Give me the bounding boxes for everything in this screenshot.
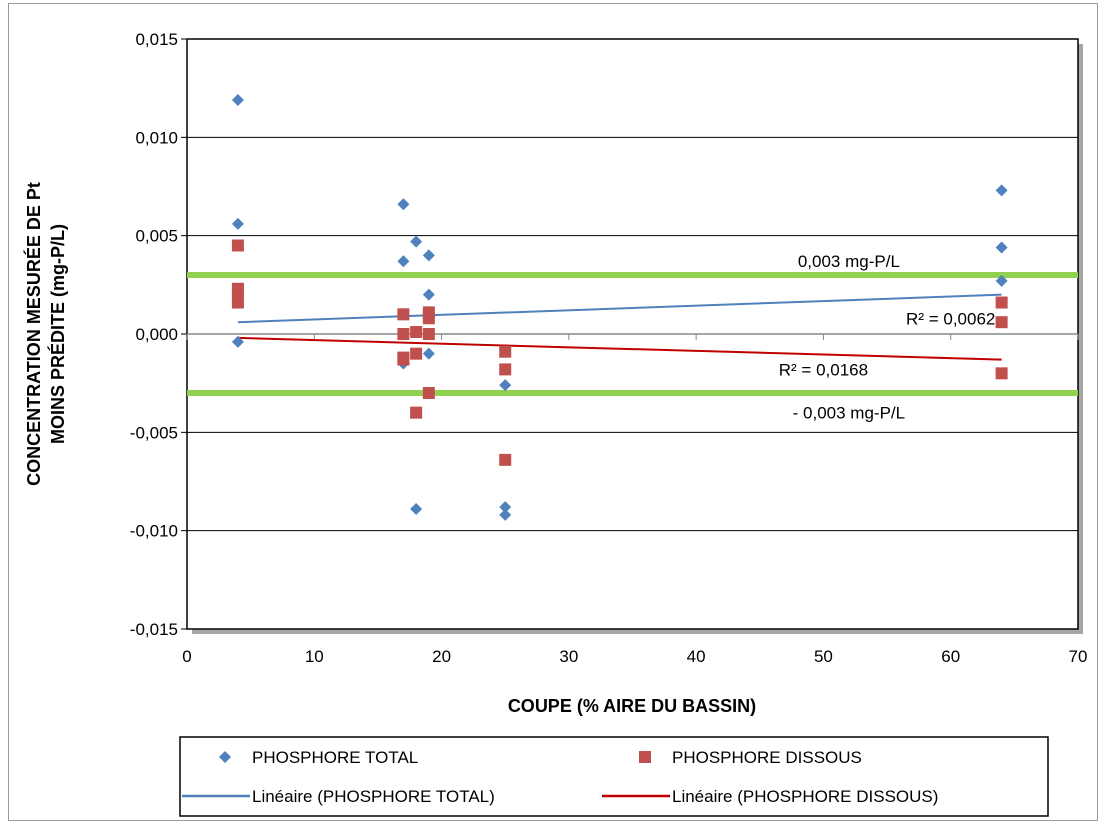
total-phosphorus-point <box>995 184 1008 197</box>
dissolved-phosphorus-point <box>499 453 512 466</box>
total-phosphorus-point <box>422 249 435 262</box>
legend-marker-key <box>219 751 231 763</box>
dissolved-phosphorus-point <box>995 296 1008 309</box>
total-phosphorus-point <box>231 217 244 230</box>
chart-frame <box>8 3 1098 821</box>
dissolved-phosphorus-point <box>231 239 244 252</box>
annotations: 0,003 mg-P/L - 0,003 mg-P/L R² = 0,0062 R² … <box>779 252 996 422</box>
reference-line-label: - 0,003 mg-P/L <box>793 404 905 423</box>
y-tick-label: -0,015 <box>130 620 178 639</box>
dissolved-phosphorus-point <box>422 312 435 325</box>
dissolved-phosphorus-point <box>397 328 410 340</box>
legend-label: PHOSPHORE DISSOUS <box>672 748 862 767</box>
legend-label: Linéaire (PHOSPHORE DISSOUS) <box>672 787 938 806</box>
y-tick-label: -0,010 <box>130 522 178 541</box>
total-phosphorus-point <box>499 501 512 514</box>
total-phosphorus-point <box>995 241 1008 254</box>
total-phosphorus-point <box>995 274 1008 287</box>
x-tick-label: 60 <box>941 647 960 666</box>
trendline <box>237 293 1002 324</box>
dissolved-phosphorus-point <box>422 328 435 340</box>
dissolved-phosphorus-point <box>422 387 435 399</box>
dissolved-phosphorus-point <box>995 316 1008 329</box>
reference-line-label: 0,003 mg-P/L <box>798 252 900 271</box>
dissolved-phosphorus-point <box>410 347 423 360</box>
dissolved-phosphorus-point <box>231 296 244 309</box>
data-points <box>231 93 1008 521</box>
x-tick-label: 70 <box>1069 647 1088 666</box>
total-phosphorus-point <box>422 288 435 301</box>
trendline <box>237 336 1002 361</box>
dissolved-phosphorus-point <box>499 345 512 358</box>
total-phosphorus-point <box>410 235 423 248</box>
total-phosphorus-point <box>397 198 410 211</box>
y-tick-label: 0,005 <box>135 227 178 246</box>
total-phosphorus-point <box>410 503 423 516</box>
legend-marker-key <box>639 751 651 763</box>
dissolved-phosphorus-point <box>410 326 423 339</box>
dissolved-phosphorus-point <box>397 308 410 321</box>
dissolved-phosphorus-point <box>410 406 423 419</box>
y-axis-title-line2: MOINS PRÉDITE (mg-P/L) <box>47 224 68 444</box>
trendlines <box>237 293 1002 361</box>
y-axis-title-line1: CONCENTRATION MESURÉE DE Pt <box>23 182 44 486</box>
legend-label: Linéaire (PHOSPHORE TOTAL) <box>252 787 495 806</box>
r-squared-label: R² = 0,0168 <box>779 360 868 379</box>
legend-box <box>179 736 1049 817</box>
total-phosphorus-point <box>499 379 512 392</box>
total-phosphorus-point <box>422 347 435 360</box>
y-tick-label: 0,010 <box>135 128 178 147</box>
y-tick-label: -0,005 <box>130 423 178 442</box>
y-axis-title: CONCENTRATION MESURÉE DE Pt MOINS PRÉDIT… <box>23 182 68 486</box>
x-tick-label: 50 <box>814 647 833 666</box>
y-tick-label: 0,000 <box>135 325 178 344</box>
dissolved-phosphorus-point <box>499 363 512 376</box>
x-tick-label: 10 <box>305 647 324 666</box>
reference-lines <box>187 272 1078 396</box>
dissolved-phosphorus-point <box>397 353 410 366</box>
x-axis-title: COUPE (% AIRE DU BASSIN) <box>508 696 756 716</box>
total-phosphorus-point <box>499 508 512 521</box>
y-tick-label: 0,015 <box>135 30 178 49</box>
r-squared-label: R² = 0,0062 <box>906 309 995 328</box>
x-tick-label: 20 <box>432 647 451 666</box>
x-tick-label: 0 <box>182 647 191 666</box>
x-tick-label: 30 <box>559 647 578 666</box>
total-phosphorus-point <box>397 255 410 268</box>
x-tick-label: 40 <box>687 647 706 666</box>
legend-label: PHOSPHORE TOTAL <box>252 748 418 767</box>
legend: PHOSPHORE TOTAL PHOSPHORE DISSOUS Linéaire… <box>182 748 938 806</box>
total-phosphorus-point <box>231 335 244 348</box>
dissolved-phosphorus-point <box>995 367 1008 380</box>
total-phosphorus-point <box>231 93 244 106</box>
